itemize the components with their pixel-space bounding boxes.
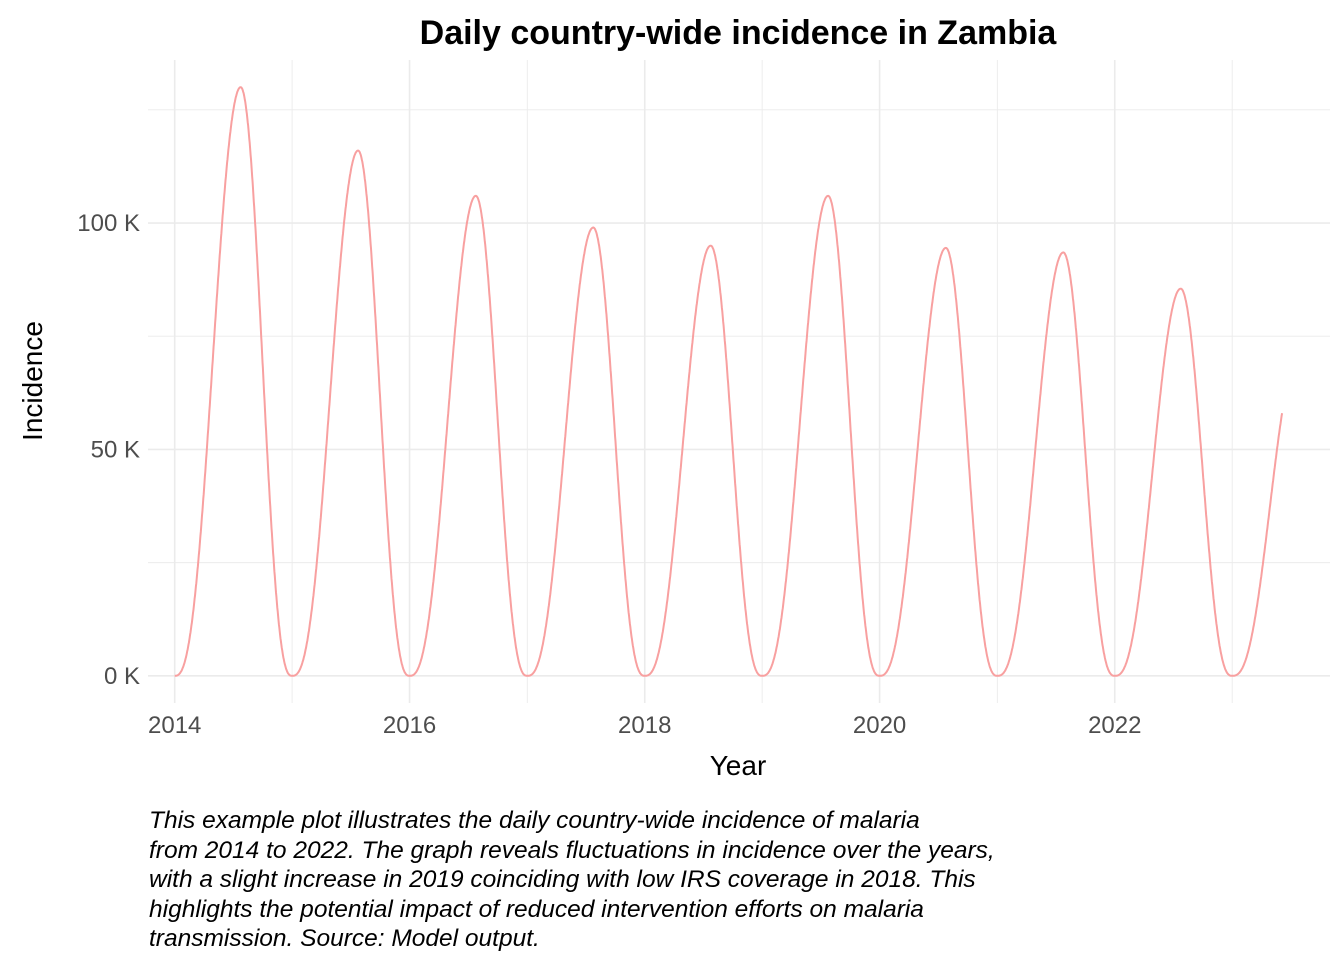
caption-line: with a slight increase in 2019 coincidin…	[149, 866, 976, 893]
x-tick-label: 2016	[383, 712, 436, 739]
y-tick-label: 100 K	[77, 210, 140, 237]
incidence-line	[174, 86, 1284, 677]
minor-gridlines	[148, 60, 1330, 703]
x-tick-label: 2022	[1088, 712, 1141, 739]
figure-caption: This example plot illustrates the daily …	[149, 806, 1249, 954]
x-axis-ticks: 2014 2016 2018 2020 2022	[148, 712, 1141, 739]
x-axis-title: Year	[710, 750, 767, 781]
chart-title: Daily country-wide incidence in Zambia	[420, 14, 1058, 52]
caption-line: highlights the potential impact of reduc…	[149, 895, 924, 923]
x-tick-label: 2018	[618, 712, 671, 739]
major-gridlines	[148, 60, 1330, 703]
y-tick-label: 0 K	[104, 663, 140, 690]
incidence-chart: 0 K 50 K 100 K 2014 2016 2018 2020 2022 Daily …	[17, 14, 1330, 781]
x-tick-label: 2014	[148, 712, 201, 739]
x-tick-label: 2020	[853, 712, 906, 739]
caption-line: transmission. Source: Model output.	[149, 925, 540, 952]
caption-line: This example plot illustrates the daily …	[149, 807, 920, 834]
y-axis-ticks: 0 K 50 K 100 K	[77, 210, 140, 690]
y-axis-title: Incidence	[17, 321, 48, 441]
caption-line: from 2014 to 2022. The graph reveals flu…	[149, 836, 995, 864]
y-tick-label: 50 K	[91, 436, 140, 463]
